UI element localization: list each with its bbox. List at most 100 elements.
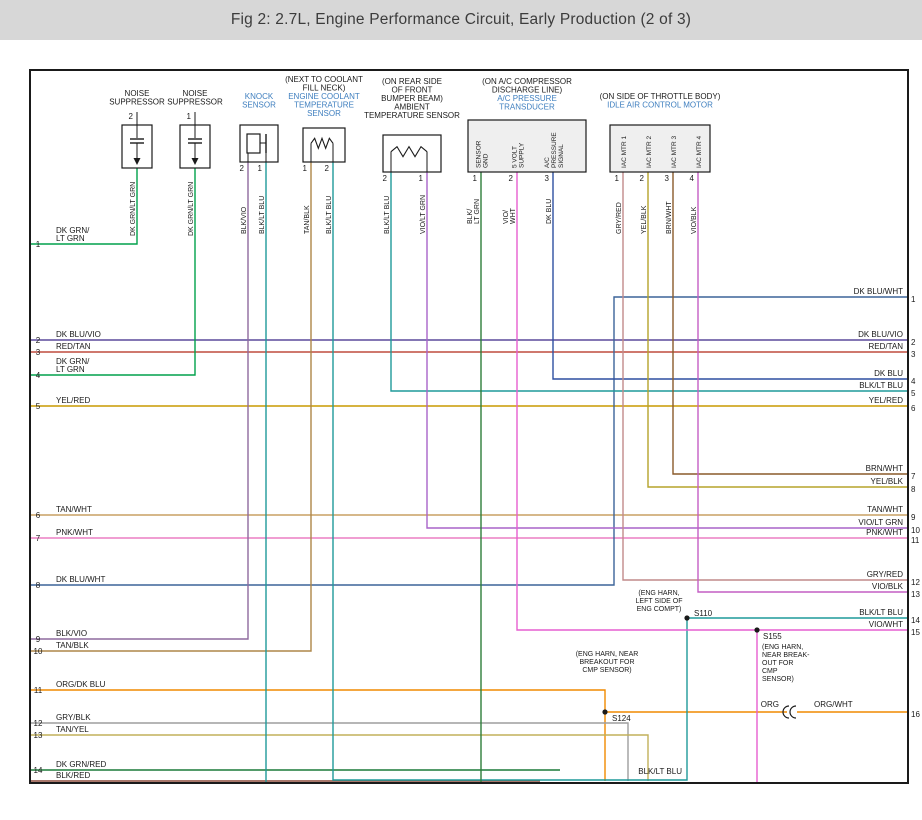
ambient-temperature-sensor-wire-color-label: VIO/LT GRN bbox=[420, 195, 427, 234]
ac-pressure-transducer-pin-number: 3 bbox=[545, 174, 550, 183]
noise-suppressor-1-caption: NOISE bbox=[125, 89, 150, 98]
wire-l3-red-tan-left-number: 3 bbox=[36, 348, 41, 357]
splice-s124-note: CMP SENSOR) bbox=[582, 667, 631, 674]
thermistor-icon bbox=[310, 136, 334, 162]
ambient-temperature-sensor-caption: OF FRONT bbox=[392, 86, 433, 95]
wire-l4-dk-grn-lt-grn-left-label: LT GRN bbox=[56, 365, 85, 374]
knock-sensor-caption: KNOCK bbox=[245, 92, 274, 101]
noise-suppressor-2-top-pin-number: 1 bbox=[187, 112, 192, 121]
wire-l6-tan-wht-right-label: TAN/WHT bbox=[867, 505, 903, 514]
idle-air-control-motor-wire-color-label: YEL/BLK bbox=[641, 205, 648, 234]
engine-coolant-temperature-sensor-caption: FILL NECK) bbox=[303, 84, 346, 93]
wire-l12-gry-blk-left-number: 12 bbox=[34, 719, 43, 728]
idle-air-control-motor-pin-number: 4 bbox=[690, 174, 695, 183]
idle-air-control-motor-caption: (ON SIDE OF THROTTLE BODY) bbox=[600, 92, 721, 101]
wire-l7-pnk-wht-right-number: 11 bbox=[911, 536, 920, 545]
wire-blk-lt-blu-s110-right-label: BLK/LT BLU bbox=[859, 608, 903, 617]
wire-l9-blk-vio bbox=[30, 162, 249, 640]
wire-l10-tan-blk-left-label: TAN/BLK bbox=[56, 641, 89, 650]
wire-l1-dk-grn-lt-grn-left-label: LT GRN bbox=[56, 234, 85, 243]
wire-gry-red bbox=[622, 172, 908, 581]
wire-l7-pnk-wht-left-number: 7 bbox=[36, 534, 41, 543]
ac-pressure-transducer-pin-number: 2 bbox=[509, 174, 514, 183]
wire-vio-wht bbox=[516, 172, 908, 631]
wire-l14-dk-grn-red-left-label: DK GRN/RED bbox=[56, 760, 106, 769]
idle-air-control-motor-box bbox=[609, 124, 711, 173]
ambient-temperature-sensor-pin-number: 1 bbox=[419, 174, 424, 183]
wire-l9-blk-vio-left-number: 9 bbox=[36, 635, 41, 644]
splice-s155 bbox=[754, 627, 760, 633]
wire-org-wht-right-number: 16 bbox=[911, 710, 920, 719]
wire-blk-lt-blu-s110-right-number: 14 bbox=[911, 616, 920, 625]
splice-s124-id: S124 bbox=[612, 714, 631, 723]
splice-s110-note: LEFT SIDE OF bbox=[636, 598, 683, 605]
wire-l5-yel-red-left-number: 5 bbox=[36, 402, 41, 411]
capacitor-ground-icon bbox=[130, 125, 144, 165]
noise-suppressor-1-caption: SUPPRESSOR bbox=[109, 98, 165, 107]
idle-air-control-motor-wire-color-label: BRN/WHT bbox=[666, 201, 673, 234]
wire-vio-blk bbox=[697, 172, 908, 593]
diagram-border bbox=[29, 69, 909, 784]
ac-pressure-transducer-pin-label: SENSOR bbox=[476, 140, 483, 168]
engine-coolant-temperature-sensor-wire-color-label: TAN/BLK bbox=[304, 205, 311, 234]
idle-air-control-motor-caption: IDLE AIR CONTROL MOTOR bbox=[607, 101, 713, 110]
wire-gry-red-right-label: GRY/RED bbox=[867, 570, 904, 579]
wire-l14-dk-grn-red-left-number: 14 bbox=[34, 766, 43, 775]
wire-l8-dk-blu-wht-left-label: DK BLU/WHT bbox=[56, 575, 105, 584]
ambient-temperature-sensor-caption: BUMPER BEAM) bbox=[381, 94, 443, 103]
knock-sensor-pin-number: 1 bbox=[258, 164, 263, 173]
wire-l2-dk-blu-vio-left-label: DK BLU/VIO bbox=[56, 330, 101, 339]
ac-pressure-transducer-pin-label: SIGNAL bbox=[558, 144, 565, 168]
noise-suppressor-1-wire-color-label: DK GRN/LT GRN bbox=[130, 182, 137, 236]
ac-pressure-transducer-caption: DISCHARGE LINE) bbox=[492, 86, 563, 95]
wire-l2-dk-blu-vio-right-label: DK BLU/VIO bbox=[858, 330, 903, 339]
wire-vio-wht-right-label: VIO/WHT bbox=[869, 620, 903, 629]
ac-pressure-transducer-pin-label: 5 VOLT bbox=[512, 146, 519, 168]
splice-s155-id: S155 bbox=[763, 632, 782, 641]
wire-l8-dk-blu-wht bbox=[30, 296, 908, 586]
wire-ambient-blk-lt-blu-right-label: BLK/LT BLU bbox=[859, 381, 903, 390]
wire-l1-dk-grn-lt-grn bbox=[30, 168, 138, 245]
wire-brn-wht-right-label: BRN/WHT bbox=[866, 464, 903, 473]
ambient-temperature-sensor-caption: AMBIENT bbox=[394, 103, 430, 112]
knock-sensor-wire-color-label: BLK/LT BLU bbox=[259, 196, 266, 234]
wire-l13-tan-yel-left-number: 13 bbox=[34, 731, 43, 740]
wire-l7-pnk-wht-right-label: PNK/WHT bbox=[866, 528, 903, 537]
splice-s124 bbox=[602, 709, 608, 715]
wire-ambient-blk-lt-blu bbox=[390, 172, 908, 392]
ac-pressure-transducer-pin-number: 1 bbox=[473, 174, 478, 183]
noise-suppressor-1-top-pin-number: 2 bbox=[129, 112, 134, 121]
wire-l10-tan-blk bbox=[30, 162, 312, 652]
wire-l11-org-dk-blu bbox=[30, 689, 606, 712]
ambient-temperature-sensor-pin-number: 2 bbox=[383, 174, 388, 183]
wire-l13-tan-yel bbox=[30, 734, 649, 781]
ac-pressure-transducer-pin-label: SUPPLY bbox=[519, 142, 526, 168]
splice-s110-note: (ENG HARN, bbox=[638, 590, 679, 597]
wire-l2-dk-blu-vio-left-number: 2 bbox=[36, 336, 41, 345]
splice-s155-note: CMP bbox=[762, 668, 778, 675]
wire-l5-yel-red-right-number: 6 bbox=[911, 404, 916, 413]
wire-l12-gry-blk-left-label: GRY/BLK bbox=[56, 713, 91, 722]
idle-air-control-motor-pin-label: IAC MTR 1 bbox=[621, 135, 628, 168]
engine-coolant-temperature-sensor-pin-number: 1 bbox=[303, 164, 308, 173]
engine-coolant-temperature-sensor-caption: SENSOR bbox=[307, 109, 341, 118]
knock-sensor-box bbox=[239, 124, 279, 163]
splice-s110 bbox=[684, 615, 690, 621]
wire-brn-wht bbox=[672, 172, 908, 475]
wire-vio-wht-right-number: 15 bbox=[911, 628, 920, 637]
inline-connector-icon bbox=[789, 705, 797, 719]
idle-air-control-motor: (ON SIDE OF THROTTLE BODY)IDLE AIR CONTR… bbox=[600, 92, 721, 234]
wire-l6-tan-wht-right-number: 9 bbox=[911, 513, 916, 522]
wire-vio-blk-right-number: 13 bbox=[911, 590, 920, 599]
engine-coolant-temperature-sensor-caption: TEMPERATURE bbox=[294, 101, 354, 110]
wire-yel-blk-right-number: 8 bbox=[911, 485, 916, 494]
wire-l15-blk-red-left-label: BLK/RED bbox=[56, 771, 90, 780]
splice-s110-note: ENG COMPT) bbox=[637, 606, 682, 613]
engine-coolant-temperature-sensor-caption: (NEXT TO COOLANT bbox=[285, 75, 363, 84]
figure-title-bar: Fig 2: 2.7L, Engine Performance Circuit,… bbox=[0, 0, 922, 40]
